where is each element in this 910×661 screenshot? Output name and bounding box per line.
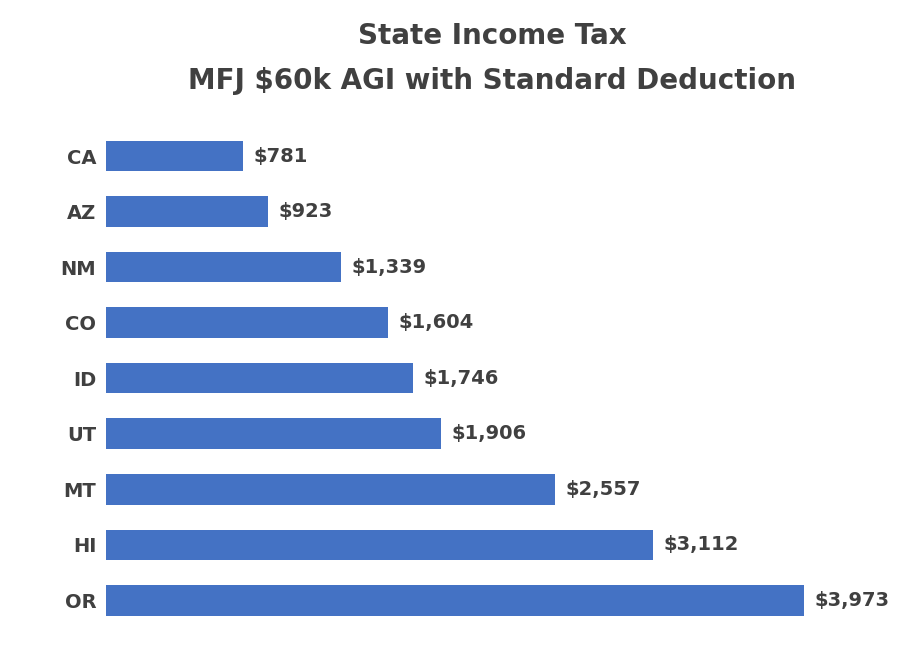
Text: $1,746: $1,746 bbox=[423, 369, 499, 388]
Text: $781: $781 bbox=[254, 147, 308, 165]
Title: State Income Tax
MFJ $60k AGI with Standard Deduction: State Income Tax MFJ $60k AGI with Stand… bbox=[188, 22, 796, 95]
Text: $1,906: $1,906 bbox=[451, 424, 526, 444]
Bar bbox=[106, 363, 412, 393]
Text: $3,112: $3,112 bbox=[663, 535, 739, 555]
Bar bbox=[106, 252, 341, 282]
Text: $3,973: $3,973 bbox=[814, 591, 889, 610]
Bar bbox=[106, 585, 804, 615]
Text: $1,604: $1,604 bbox=[399, 313, 473, 332]
Bar bbox=[106, 529, 652, 560]
Bar bbox=[106, 196, 268, 227]
Text: $1,339: $1,339 bbox=[351, 258, 427, 276]
Bar bbox=[106, 474, 555, 504]
Text: $923: $923 bbox=[278, 202, 333, 221]
Bar bbox=[106, 141, 243, 171]
Text: $2,557: $2,557 bbox=[566, 480, 641, 499]
Bar bbox=[106, 418, 440, 449]
Bar bbox=[106, 307, 388, 338]
